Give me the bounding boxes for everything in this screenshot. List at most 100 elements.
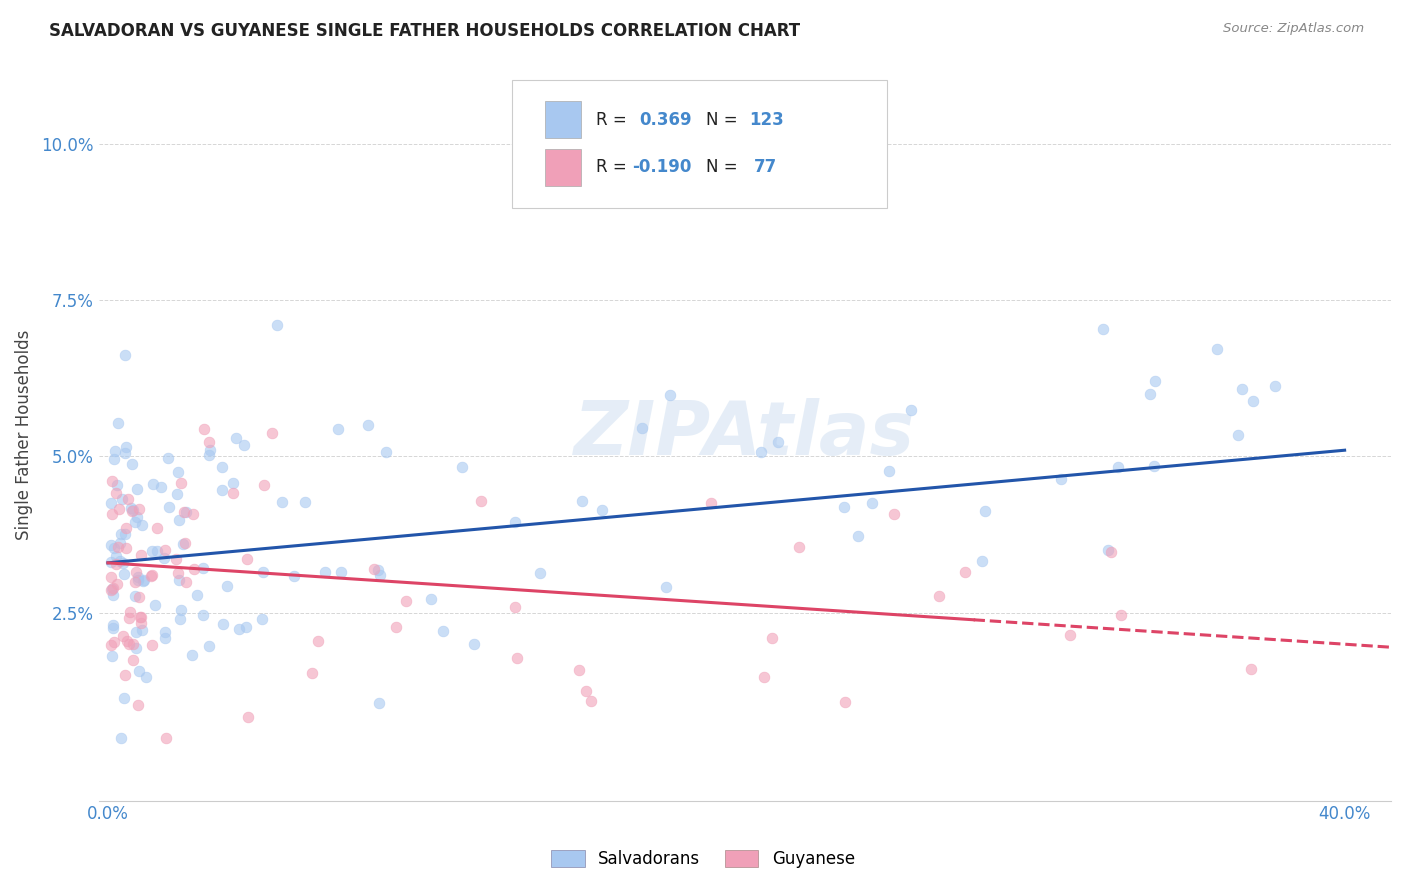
- Point: [1143, 374, 1166, 388]
- Point: [100, 582, 122, 596]
- Point: [367, 696, 389, 710]
- Point: [122, 653, 145, 667]
- Text: 77: 77: [754, 159, 778, 177]
- Text: -0.190: -0.190: [633, 159, 692, 177]
- Point: [153, 542, 176, 557]
- Point: [571, 494, 593, 508]
- Point: [104, 558, 127, 572]
- Point: [260, 426, 283, 441]
- Point: [108, 554, 131, 568]
- Point: [761, 631, 783, 645]
- Point: [181, 507, 204, 521]
- Point: [105, 577, 128, 591]
- Point: [253, 477, 276, 491]
- Point: [1264, 378, 1286, 392]
- Point: [385, 620, 408, 634]
- Point: [107, 502, 129, 516]
- Point: [787, 540, 810, 554]
- Point: [222, 485, 245, 500]
- Point: [198, 448, 221, 462]
- Point: [103, 541, 125, 555]
- Point: [191, 608, 214, 623]
- Point: [834, 695, 856, 709]
- Point: [768, 434, 790, 449]
- Point: [118, 636, 141, 650]
- Point: [900, 403, 922, 417]
- Point: [129, 610, 152, 624]
- Point: [112, 567, 135, 582]
- Point: [155, 731, 177, 745]
- Y-axis label: Single Father Households: Single Father Households: [15, 329, 32, 540]
- Point: [198, 442, 221, 457]
- Point: [1107, 460, 1129, 475]
- Text: Source: ZipAtlas.com: Source: ZipAtlas.com: [1223, 22, 1364, 36]
- Point: [108, 536, 131, 550]
- Point: [128, 665, 150, 679]
- Point: [953, 565, 976, 579]
- Point: [631, 421, 654, 435]
- Point: [1239, 662, 1261, 676]
- Point: [1059, 628, 1081, 642]
- Point: [463, 637, 485, 651]
- Point: [167, 566, 190, 580]
- Point: [100, 538, 122, 552]
- Point: [1099, 545, 1122, 559]
- Point: [1050, 472, 1073, 486]
- FancyBboxPatch shape: [544, 149, 581, 186]
- Point: [233, 438, 256, 452]
- Point: [970, 554, 993, 568]
- Point: [432, 624, 454, 639]
- Point: [100, 570, 122, 584]
- Point: [115, 633, 138, 648]
- Point: [135, 669, 157, 683]
- Point: [125, 482, 148, 496]
- Point: [301, 665, 323, 680]
- Point: [117, 491, 139, 506]
- Point: [222, 475, 245, 490]
- Point: [125, 640, 148, 655]
- Point: [370, 567, 392, 582]
- Point: [111, 491, 134, 506]
- Point: [110, 526, 132, 541]
- Point: [266, 318, 288, 332]
- Point: [877, 464, 900, 478]
- Point: [167, 573, 190, 587]
- Point: [420, 592, 443, 607]
- Point: [100, 648, 122, 663]
- Point: [357, 417, 380, 432]
- Point: [271, 495, 294, 509]
- Point: [1227, 428, 1250, 442]
- Point: [155, 632, 177, 646]
- Point: [176, 505, 198, 519]
- Text: 123: 123: [749, 111, 783, 128]
- Point: [118, 605, 141, 619]
- Text: R =: R =: [596, 159, 633, 177]
- Point: [503, 599, 526, 614]
- Point: [100, 496, 122, 510]
- Point: [173, 506, 195, 520]
- Point: [120, 500, 142, 515]
- Point: [191, 560, 214, 574]
- Point: [568, 664, 591, 678]
- Point: [157, 500, 180, 514]
- Point: [141, 569, 163, 583]
- Point: [252, 565, 274, 579]
- Point: [125, 624, 148, 639]
- Point: [1230, 382, 1253, 396]
- Point: [149, 480, 172, 494]
- Point: [141, 543, 163, 558]
- Point: [283, 568, 305, 582]
- Point: [141, 567, 163, 582]
- Point: [451, 460, 474, 475]
- Point: [181, 648, 204, 662]
- Point: [107, 540, 129, 554]
- Point: [124, 515, 146, 529]
- Point: [129, 548, 152, 562]
- Text: N =: N =: [706, 111, 742, 128]
- Point: [125, 566, 148, 580]
- Point: [170, 603, 193, 617]
- Point: [170, 475, 193, 490]
- Point: [579, 694, 602, 708]
- Point: [363, 561, 385, 575]
- Point: [128, 698, 150, 713]
